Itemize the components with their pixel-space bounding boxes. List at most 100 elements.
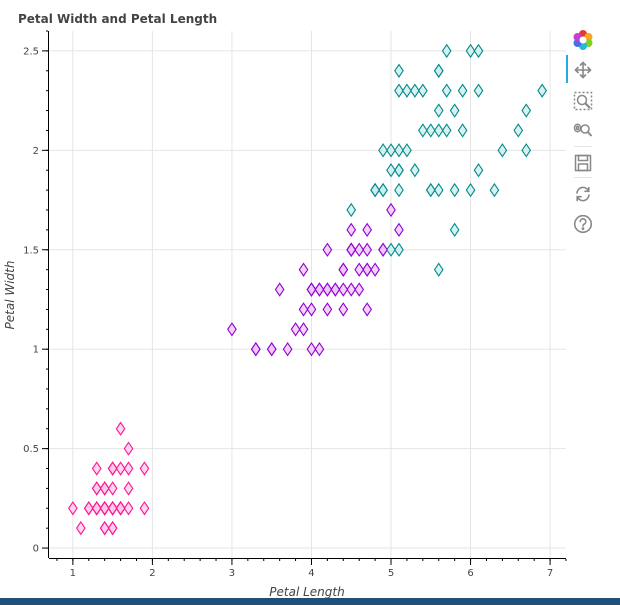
toolbar-separator	[574, 146, 592, 147]
data-point-virginica	[433, 182, 444, 198]
data-point-virginica	[497, 143, 508, 158]
data-point-virginica	[433, 123, 444, 138]
x-tick-label: 2	[149, 568, 155, 579]
data-point-virginica	[457, 123, 468, 138]
data-point-virginica	[386, 163, 396, 178]
data-point-virginica	[417, 83, 428, 98]
data-point-versicolor	[227, 322, 237, 337]
data-point-versicolor	[394, 222, 404, 238]
data-point-versicolor	[354, 282, 365, 297]
help-tool-icon[interactable]	[569, 212, 597, 236]
data-point-virginica	[386, 242, 396, 257]
data-point-virginica	[489, 182, 500, 198]
data-point-versicolor	[282, 342, 293, 357]
y-tick-label: 0	[33, 544, 39, 555]
data-point-virginica	[378, 143, 388, 158]
data-point-virginica	[449, 103, 460, 118]
data-point-setosa	[139, 501, 150, 516]
data-point-versicolor	[346, 242, 357, 257]
y-tick-label: 1.5	[23, 245, 39, 256]
data-point-versicolor	[354, 262, 365, 277]
y-tick-label: 0.5	[23, 444, 39, 455]
x-tick-label: 4	[308, 568, 314, 579]
data-point-versicolor	[370, 262, 380, 277]
data-point-virginica	[457, 83, 468, 98]
data-point-versicolor	[306, 282, 317, 297]
x-tick-label: 1	[70, 568, 76, 579]
y-tick-label: 2.5	[23, 46, 39, 57]
data-point-setosa	[99, 520, 110, 536]
x-tick-label: 3	[229, 568, 235, 579]
data-point-setosa	[107, 481, 118, 496]
box-zoom-tool-icon[interactable]	[569, 89, 597, 113]
active-tool-indicator	[566, 55, 568, 83]
data-point-versicolor	[362, 302, 373, 317]
data-point-versicolor	[322, 282, 333, 297]
data-point-setosa	[107, 501, 118, 516]
data-point-setosa	[99, 501, 110, 516]
x-tick-label: 6	[467, 568, 473, 579]
y-axis-title: Petal Width	[3, 261, 17, 330]
data-point-setosa	[123, 501, 134, 516]
data-point-versicolor	[338, 302, 349, 317]
data-point-setosa	[115, 421, 126, 436]
data-point-virginica	[473, 43, 484, 59]
plot-area[interactable]	[49, 31, 566, 558]
data-point-virginica	[394, 163, 404, 178]
data-point-virginica	[417, 123, 428, 138]
pan-tool-icon[interactable]	[569, 58, 597, 82]
data-point-virginica	[346, 202, 357, 218]
data-point-setosa	[91, 481, 102, 496]
data-point-versicolor	[250, 342, 261, 357]
data-point-virginica	[473, 163, 484, 178]
data-point-virginica	[537, 83, 548, 98]
data-point-setosa	[99, 481, 110, 496]
wheel-zoom-tool-icon[interactable]	[569, 119, 597, 143]
bokeh-logo-icon[interactable]	[569, 28, 597, 52]
data-point-setosa	[91, 501, 102, 516]
x-tick-label: 5	[388, 568, 394, 579]
data-point-virginica	[394, 63, 404, 78]
data-point-virginica	[473, 83, 484, 98]
data-point-virginica	[425, 182, 436, 198]
data-point-versicolor	[306, 342, 317, 357]
save-tool-icon[interactable]	[569, 151, 597, 175]
data-point-virginica	[521, 143, 532, 158]
data-point-virginica	[402, 83, 412, 98]
data-point-setosa	[123, 441, 134, 456]
data-point-versicolor	[378, 242, 388, 257]
data-point-virginica	[521, 103, 532, 118]
data-point-versicolor	[298, 302, 309, 317]
reset-tool-icon[interactable]	[569, 182, 597, 206]
data-point-versicolor	[314, 282, 325, 297]
data-point-setosa	[139, 461, 150, 476]
data-point-virginica	[370, 182, 380, 198]
data-point-versicolor	[362, 262, 373, 277]
data-point-versicolor	[306, 302, 317, 317]
toolbar-separator	[574, 177, 592, 178]
data-point-virginica	[394, 242, 404, 257]
data-point-versicolor	[298, 322, 309, 337]
data-point-virginica	[441, 43, 452, 59]
data-point-virginica	[394, 83, 404, 98]
data-point-virginica	[394, 182, 404, 198]
data-point-virginica	[441, 83, 452, 98]
x-tick-label: 7	[547, 568, 553, 579]
data-point-virginica	[465, 182, 476, 198]
data-point-versicolor	[346, 282, 357, 297]
data-point-versicolor	[330, 282, 341, 297]
data-point-versicolor	[298, 262, 309, 277]
axes	[48, 31, 566, 559]
data-point-virginica	[433, 103, 444, 118]
data-point-setosa	[123, 481, 134, 496]
data-point-virginica	[449, 222, 460, 238]
status-bar	[0, 598, 620, 605]
data-point-virginica	[378, 182, 388, 198]
data-point-setosa	[107, 461, 118, 476]
data-point-virginica	[386, 143, 396, 158]
data-point-virginica	[433, 262, 444, 277]
data-point-virginica	[441, 123, 452, 138]
data-point-setosa	[123, 461, 134, 476]
data-point-virginica	[425, 123, 436, 138]
